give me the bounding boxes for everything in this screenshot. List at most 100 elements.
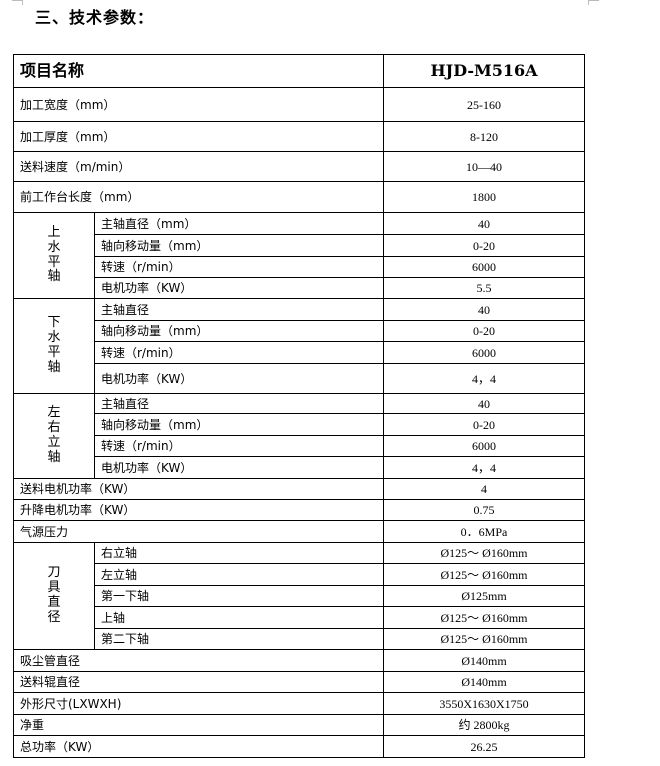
table-row: 左立轴 Ø125～ Ø160mm (14, 563, 586, 586)
param-name: 轴向移动量（mm） (93, 320, 385, 342)
table-row: 送料辊直径 Ø140mm (12, 671, 586, 693)
param-value: 0.75 (383, 499, 586, 521)
param-value: Ø125～ Ø160mm (383, 542, 586, 564)
table-row: 第二下轴 Ø125～ Ø160mm (14, 628, 586, 650)
param-name: 转速（r/min） (93, 341, 385, 364)
table-row: 总功率（KW） 26.25 (12, 735, 586, 758)
group-label: 刀具直径 (13, 542, 95, 650)
header-model: HJD-M516A (383, 54, 586, 88)
table-row: 下水平轴 主轴直径 40 (13, 298, 586, 394)
group-label-text: 左右立轴 (47, 405, 61, 465)
param-name: 主轴直径 (93, 393, 385, 414)
param-name: 左立轴 (93, 563, 385, 586)
param-value: 6000 (383, 256, 586, 278)
param-name: 加工厚度（mm） (12, 121, 385, 152)
table-row: 上水平轴 主轴直径（mm） 40 (13, 212, 586, 299)
param-value: 5.5 (383, 277, 586, 299)
param-value: 8-120 (383, 121, 586, 152)
param-value: Ø125～ Ø160mm (383, 628, 586, 650)
param-value: 10—40 (383, 151, 586, 182)
param-name: 右立轴 (93, 542, 385, 564)
param-value: 0．6MPa (383, 520, 586, 543)
param-value: 6000 (383, 435, 586, 457)
param-value: 40 (383, 393, 586, 414)
table-row: 加工宽度（mm） 25-160 (12, 87, 586, 122)
param-value: 4，4 (383, 363, 586, 394)
param-value: 25-160 (383, 87, 586, 122)
param-value: Ø140mm (383, 649, 586, 672)
param-name: 第二下轴 (93, 628, 385, 650)
param-value: Ø125～ Ø160mm (383, 606, 586, 629)
table-row: 轴向移动量（mm） 0-20 (14, 234, 586, 257)
param-value: 26.25 (383, 735, 586, 758)
table-row: 送料速度（m/min） 10—40 (12, 151, 586, 182)
table-row: 左右立轴 主轴直径 40 (13, 393, 586, 479)
param-name: 轴向移动量（mm） (93, 234, 385, 257)
table-row: 第一下轴 Ø125mm (14, 585, 586, 607)
group-label: 上水平轴 (13, 212, 95, 299)
table-row: 升降电机功率（KW） 0.75 (12, 499, 586, 521)
param-value: Ø125～ Ø160mm (383, 563, 586, 586)
param-value: 3550X1630X1750 (383, 692, 586, 715)
table-row: 气源压力 0．6MPa (12, 520, 586, 543)
table-row: 转速（r/min） 6000 (14, 341, 586, 364)
param-value: 4 (383, 478, 586, 500)
param-name: 轴向移动量（mm） (93, 413, 385, 436)
group-label-text: 上水平轴 (47, 224, 61, 285)
header-name: 项目名称 (12, 54, 385, 88)
table-row: 外形尺寸(LXWXH) 3550X1630X1750 (12, 692, 586, 715)
param-value: 1800 (383, 181, 586, 213)
param-value: 4，4 (383, 456, 586, 479)
group-label-text: 下水平轴 (47, 315, 61, 375)
group-label: 下水平轴 (13, 298, 95, 394)
param-name: 转速（r/min） (93, 435, 385, 457)
param-name: 总功率（KW） (12, 735, 385, 758)
table-row: 转速（r/min） 6000 (14, 435, 586, 457)
param-value: Ø125mm (383, 585, 586, 607)
param-name: 电机功率（KW） (93, 277, 385, 299)
page-corner-mark-right (588, 0, 599, 5)
table-row: 上轴 Ø125～ Ø160mm (14, 606, 586, 629)
param-value: 0-20 (383, 234, 586, 257)
param-value: 0-20 (383, 320, 586, 342)
param-value: 40 (383, 212, 586, 235)
spec-table: 项目名称 HJD-M516A 加工宽度（mm） 25-160 加工厚度（mm） 8-1… (12, 54, 586, 758)
group-label: 左右立轴 (13, 393, 95, 479)
param-name: 送料电机功率（KW） (12, 478, 385, 500)
table-row: 加工厚度（mm） 8-120 (12, 121, 586, 152)
param-name: 第一下轴 (93, 585, 385, 607)
param-name: 气源压力 (12, 520, 385, 543)
param-name: 外形尺寸(LXWXH) (12, 692, 385, 715)
param-value: 0-20 (383, 413, 586, 436)
page-corner-mark-left (12, 0, 23, 5)
table-row: 轴向移动量（mm） 0-20 (14, 320, 586, 342)
param-name: 净重 (12, 714, 385, 736)
section-title: 三、技术参数： (35, 8, 155, 27)
param-name: 上轴 (93, 606, 385, 629)
table-row: 送料电机功率（KW） 4 (12, 478, 586, 500)
param-value: 6000 (383, 341, 586, 364)
param-name: 加工宽度（mm） (12, 87, 385, 122)
group-label-text: 刀具直径 (47, 565, 61, 625)
param-name: 送料辊直径 (12, 671, 385, 693)
table-row: 轴向移动量（mm） 0-20 (14, 413, 586, 436)
table-row: 电机功率（KW） 4，4 (14, 363, 586, 394)
param-name: 电机功率（KW） (93, 456, 385, 479)
param-name: 前工作台长度（mm） (12, 181, 385, 213)
table-row: 净重约 2800kg (12, 714, 586, 736)
table-row: 刀具直径 右立轴 Ø125～ Ø160mm (13, 542, 586, 650)
param-value: 约 2800kg (383, 714, 586, 736)
param-name: 送料速度（m/min） (12, 151, 385, 182)
header-row: 项目名称 HJD-M516A (12, 54, 586, 88)
param-value: 40 (383, 298, 586, 321)
param-name: 转速（r/min） (93, 256, 385, 278)
param-name: 升降电机功率（KW） (12, 499, 385, 521)
table-row: 前工作台长度（mm） 1800 (12, 181, 586, 213)
table-row: 吸尘管直径 Ø140mm (12, 649, 586, 672)
table-row: 转速（r/min） 6000 (14, 256, 586, 278)
param-name: 吸尘管直径 (12, 649, 385, 672)
param-value: Ø140mm (383, 671, 586, 693)
param-name: 电机功率（KW） (93, 363, 385, 394)
param-name: 主轴直径（mm） (93, 212, 385, 235)
table-row: 电机功率（KW） 4，4 (14, 456, 586, 479)
